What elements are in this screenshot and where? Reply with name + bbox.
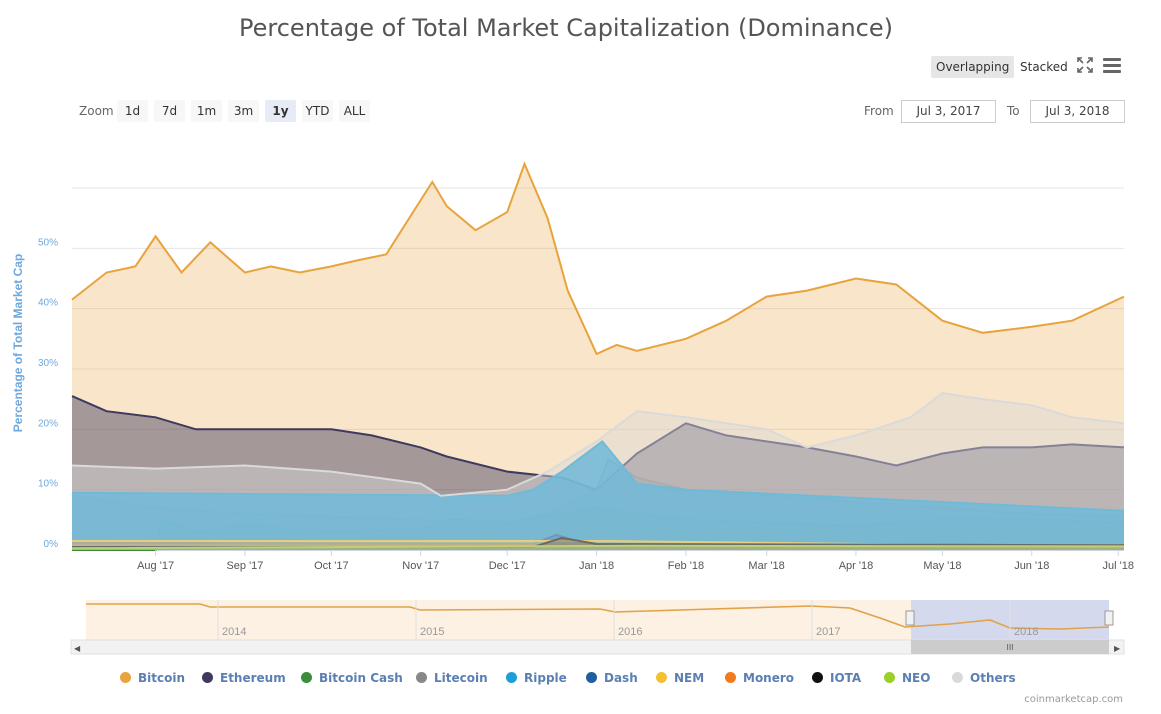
legend-item-bitcoin-cash[interactable]: Bitcoin Cash [301,670,403,686]
zoom-7d-button[interactable]: 7d [154,100,185,122]
navigator-left-handle[interactable] [905,610,915,626]
legend-label: Ripple [524,671,567,685]
area-ripple[interactable] [72,441,1124,550]
fullscreen-icon[interactable] [1077,57,1093,73]
zoom-all-button[interactable]: ALL [339,100,370,122]
x-tick-label: Jul '18 [1103,560,1134,572]
x-tick-label: May '18 [923,560,961,572]
x-tick-label: Nov '17 [402,560,439,572]
x-tick-label: Apr '18 [839,560,874,572]
legend-label: Dash [604,671,638,685]
scrollbar-thumb[interactable] [911,640,1109,654]
x-tick-label: Mar '18 [748,560,784,572]
navigator-year-label: 2016 [618,626,642,638]
zoom-1d-button[interactable]: 1d [117,100,148,122]
stacked-button[interactable]: Stacked [1020,60,1068,74]
navigator-year-label: 2014 [222,626,246,638]
navigator[interactable]: 2014 2015 2016 2017 2018 ◀ ▶ III [0,598,1161,658]
zoom-1m-button[interactable]: 1m [191,100,222,122]
legend-label: Bitcoin [138,671,186,685]
from-label: From [864,104,894,118]
credit-link[interactable]: coinmarketcap.com [1024,694,1123,705]
navigator-years: 2014 2015 2016 2017 2018 [217,600,1038,640]
legend-item-ripple[interactable]: Ripple [506,670,567,686]
legend-item-iota[interactable]: IOTA [812,670,861,686]
main-chart[interactable]: 0% 10% 20% 30% 40% 50% Aug '17 Sep '17 Oct '17 N… [0,0,1161,600]
zoom-label: Zoom [79,104,114,118]
to-label: To [1007,104,1020,118]
legend-marker-icon [506,672,517,683]
from-date-input[interactable]: Jul 3, 2017 [901,100,996,123]
to-date-input[interactable]: Jul 3, 2018 [1030,100,1125,123]
x-tick-label: Dec '17 [489,560,526,572]
navigator-year-label: 2015 [420,626,444,638]
legend-item-ethereum[interactable]: Ethereum [202,670,286,686]
legend-label: Monero [743,671,795,685]
navigator-line [86,603,1110,630]
x-tick-label: Aug '17 [137,560,174,572]
line-others[interactable] [71,392,1125,497]
y-tick-label: 40% [38,298,58,309]
legend-item-bitcoin[interactable]: Bitcoin [120,670,185,686]
legend-label: NEO [902,671,931,685]
legend-marker-icon [812,672,823,683]
navigator-right-handle[interactable] [1104,610,1114,626]
y-tick-label: 30% [38,358,58,369]
y-axis-ticks: 0% 10% 20% 30% 40% 50% [38,237,58,550]
zoom-1y-button[interactable]: 1y [265,100,296,122]
legend-item-nem[interactable]: NEM [656,670,704,686]
x-tick-label: Jan '18 [579,560,614,572]
y-tick-label: 20% [38,418,58,429]
scroll-right-icon[interactable]: ▶ [1114,644,1121,653]
legend-label: Ethereum [220,671,286,685]
scrollbar-track[interactable] [70,639,1125,655]
legend-marker-icon [301,672,312,683]
legend-label: NEM [674,671,705,685]
y-tick-label: 50% [38,237,58,248]
legend-label: Others [970,671,1016,685]
y-tick-label: 0% [44,539,59,550]
y-axis-label: Percentage of Total Market Cap [11,254,25,433]
legend-marker-icon [120,672,131,683]
line-neo[interactable] [71,544,1125,550]
legend-item-monero[interactable]: Monero [725,670,794,686]
legend-marker-icon [725,672,736,683]
legend-marker-icon [656,672,667,683]
legend-label: Litecoin [434,671,488,685]
area-bitcoin[interactable] [72,163,1124,550]
x-tick-label: Jun '18 [1014,560,1049,572]
legend-marker-icon [952,672,963,683]
x-axis-ticks: Aug '17 Sep '17 Oct '17 Nov '17 Dec '17 Jan '… [137,550,1134,572]
y-tick-label: 10% [38,479,58,490]
area-others[interactable] [72,393,1124,550]
line-ripple[interactable] [71,440,1125,512]
navigator-year-label: 2017 [816,626,840,638]
x-tick-label: Oct '17 [314,560,349,572]
legend-label: Bitcoin Cash [319,671,403,685]
legend-marker-icon [202,672,213,683]
legend-marker-icon [884,672,895,683]
legend-item-dash[interactable]: Dash [586,670,638,686]
legend-marker-icon [586,672,597,683]
menu-icon[interactable] [1103,58,1121,74]
legend-marker-icon [416,672,427,683]
zoom-3m-button[interactable]: 3m [228,100,259,122]
legend-item-neo[interactable]: NEO [884,670,930,686]
x-tick-label: Feb '18 [668,560,704,572]
x-tick-label: Sep '17 [226,560,263,572]
zoom-ytd-button[interactable]: YTD [302,100,333,122]
chart-title: Percentage of Total Market Capitalizatio… [239,14,893,42]
scrollbar-grip-icon: III [1006,643,1013,652]
legend-item-others[interactable]: Others [952,670,1016,686]
navigator-year-label: 2018 [1014,626,1038,638]
scroll-left-icon[interactable]: ◀ [74,644,81,653]
line-bitcoin[interactable] [71,161,1125,356]
legend-label: IOTA [830,671,862,685]
series-areas [71,161,1125,551]
legend-item-litecoin[interactable]: Litecoin [416,670,488,686]
overlapping-button[interactable]: Overlapping [931,56,1015,78]
